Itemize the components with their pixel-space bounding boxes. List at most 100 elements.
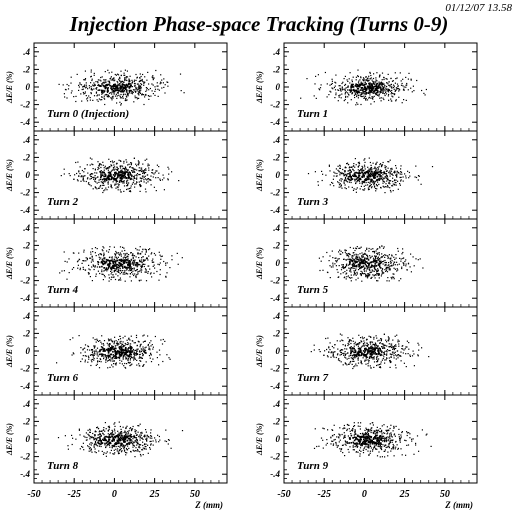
data-point — [142, 172, 144, 174]
data-point — [368, 92, 370, 94]
data-point — [100, 358, 102, 361]
data-point — [347, 254, 349, 257]
data-point — [128, 354, 131, 356]
y-tick-label: .2 — [23, 416, 30, 426]
data-point — [125, 168, 127, 170]
data-point — [341, 264, 343, 266]
data-point — [93, 74, 95, 76]
data-point — [360, 360, 362, 362]
data-point — [99, 272, 101, 275]
data-point — [392, 80, 394, 82]
data-point — [396, 170, 398, 172]
data-point — [133, 80, 135, 83]
data-point — [344, 75, 346, 77]
data-point — [326, 348, 328, 351]
data-point — [115, 87, 118, 89]
data-point — [116, 252, 118, 254]
data-point — [398, 263, 400, 265]
data-point — [78, 171, 80, 173]
data-point — [141, 251, 143, 253]
y-axis-label: ΔE/E (%) — [5, 71, 14, 104]
data-point — [376, 253, 379, 255]
data-point — [101, 83, 103, 85]
data-point — [90, 93, 92, 95]
data-point — [142, 94, 144, 96]
data-point — [369, 82, 371, 84]
data-point — [375, 163, 377, 165]
data-point — [96, 357, 98, 359]
data-point — [113, 428, 116, 430]
data-point — [382, 261, 384, 263]
data-point — [89, 438, 91, 440]
data-point — [144, 188, 147, 190]
data-point — [119, 346, 121, 348]
data-point — [152, 75, 154, 77]
data-point — [395, 345, 397, 347]
data-point — [391, 276, 394, 278]
data-point — [142, 94, 144, 96]
data-point — [92, 354, 94, 356]
data-point — [120, 174, 122, 176]
data-point — [166, 262, 168, 264]
data-point — [80, 84, 83, 86]
data-point — [319, 351, 321, 353]
data-point — [107, 69, 109, 71]
data-point — [345, 188, 347, 190]
data-point — [133, 351, 135, 353]
data-point — [135, 352, 137, 354]
data-point — [100, 257, 102, 259]
data-point — [171, 171, 173, 173]
data-point — [96, 439, 98, 441]
data-point — [123, 259, 126, 261]
data-point — [138, 162, 140, 165]
data-point — [141, 264, 143, 266]
data-point — [389, 189, 392, 192]
data-point — [136, 268, 138, 271]
data-point — [110, 79, 112, 81]
data-point — [89, 184, 91, 186]
data-point — [350, 357, 352, 359]
data-point — [94, 177, 96, 179]
data-point — [117, 175, 119, 177]
data-point — [147, 444, 149, 446]
data-point — [372, 82, 375, 85]
data-point — [86, 178, 89, 180]
data-point — [388, 269, 390, 271]
data-point — [366, 277, 369, 279]
data-point — [91, 89, 93, 91]
data-point — [364, 90, 367, 93]
data-point — [406, 269, 408, 271]
data-point — [348, 276, 350, 279]
data-point — [345, 180, 348, 182]
data-point — [381, 346, 383, 348]
data-point — [146, 437, 148, 439]
data-point — [359, 348, 362, 350]
data-point — [390, 361, 392, 363]
data-point — [399, 89, 401, 91]
data-point — [118, 421, 120, 423]
data-point — [368, 97, 370, 99]
data-point — [343, 88, 345, 90]
data-point — [124, 362, 126, 365]
data-point — [149, 447, 151, 449]
data-point — [397, 247, 399, 250]
data-point — [165, 429, 167, 431]
data-point — [116, 168, 119, 171]
data-point — [376, 82, 379, 85]
data-point — [134, 90, 136, 92]
data-point — [348, 263, 351, 265]
data-point — [376, 347, 378, 349]
data-point — [87, 345, 89, 347]
data-point — [94, 448, 96, 450]
data-point — [143, 84, 145, 86]
data-point — [388, 262, 390, 264]
data-point — [356, 273, 358, 275]
data-point — [136, 87, 138, 89]
data-point — [379, 171, 381, 173]
data-point — [112, 360, 114, 362]
data-point — [330, 266, 332, 268]
data-point — [90, 442, 92, 444]
data-point — [90, 85, 92, 88]
data-point — [370, 173, 373, 176]
data-point — [382, 97, 384, 99]
